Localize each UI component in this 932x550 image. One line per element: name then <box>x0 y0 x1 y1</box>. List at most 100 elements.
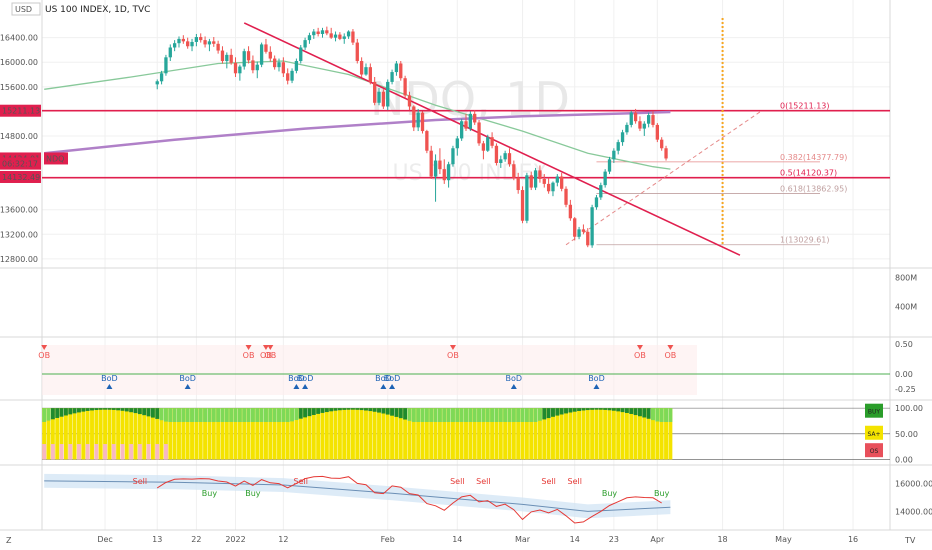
osc2-bar-yellow <box>224 408 229 460</box>
osc2-bar-pink <box>59 444 64 460</box>
candle-body <box>199 37 203 41</box>
osc2-bar-green <box>459 408 464 422</box>
osc2-bar-green <box>442 408 447 422</box>
osc2-bar-yellow <box>364 408 368 460</box>
osc2-bar-yellow <box>442 408 447 460</box>
osc2-bar-green <box>207 408 212 422</box>
candle-body <box>494 145 499 164</box>
watermark-name: US 100 INDEX <box>393 161 548 186</box>
ob-marker <box>41 345 48 350</box>
osc2-bar-green <box>450 408 455 422</box>
currency-badge[interactable] <box>11 2 41 16</box>
osc2-bar-green <box>72 408 77 414</box>
osc2-bar-green <box>281 408 286 422</box>
candle-body <box>155 81 159 85</box>
osc2-bar-green <box>651 408 655 421</box>
osc2-bar-green <box>98 408 103 410</box>
osc2-bar-green <box>646 408 651 419</box>
osc2-bar-green <box>268 408 273 422</box>
osc2-bar-yellow <box>72 408 77 460</box>
osc2-bar-yellow <box>429 408 434 460</box>
osc2-bar-pink <box>103 444 108 460</box>
osc2-bar-yellow <box>433 408 438 460</box>
candle-body <box>473 113 477 123</box>
ob-label: OB <box>264 351 276 360</box>
osc2-bar-yellow <box>598 408 603 460</box>
candle-body <box>573 218 577 237</box>
candle-body <box>373 81 377 103</box>
osc2-bar-yellow <box>85 408 90 460</box>
osc2-bar-yellow <box>124 408 129 460</box>
sell-signal-label: Sell <box>541 477 555 486</box>
osc2-bar-green <box>194 408 199 422</box>
osc2-bar-green <box>163 408 168 422</box>
osc2-bar-yellow <box>637 408 642 460</box>
ob-marker <box>267 345 274 350</box>
osc2-bar-yellow <box>533 408 538 460</box>
osc2-bar-green <box>46 408 51 421</box>
osc2-bar-yellow <box>129 408 134 460</box>
candle-body <box>507 153 512 165</box>
osc2-bar-green <box>146 408 151 417</box>
osc2-bar-green <box>377 408 381 413</box>
osc2-bar-green <box>411 408 416 422</box>
osc2-bar-yellow <box>503 408 508 460</box>
candle-body <box>203 40 207 45</box>
osc2-bar-yellow <box>668 408 673 460</box>
osc2-bar-green <box>290 408 295 422</box>
candle-body <box>386 81 390 107</box>
osc2-bar-yellow <box>177 408 181 460</box>
corner-left[interactable]: Z <box>6 536 12 545</box>
osc2-bar-green <box>390 408 395 416</box>
osc2-bar-green <box>490 408 495 422</box>
osc2-marker-label: SA+ <box>867 431 880 438</box>
candle-body <box>359 61 364 75</box>
time-tick-label: Apr <box>650 535 665 544</box>
candle-body <box>542 178 546 184</box>
osc2-marker <box>865 403 883 418</box>
osc2-marker-label: BUY <box>868 409 881 416</box>
osc2-bar-yellow <box>155 408 160 460</box>
price-tick-label: 12800.00 <box>0 255 38 264</box>
osc2-bar-yellow <box>324 408 329 460</box>
osc2-bar-green <box>468 408 473 422</box>
osc2-bar-yellow <box>577 408 582 460</box>
ob-label: OB <box>243 351 255 360</box>
candle-body <box>303 40 307 48</box>
bod-marker <box>510 384 517 389</box>
osc2-marker-label: OS <box>870 448 879 455</box>
osc2-bar-yellow <box>646 408 651 460</box>
candle-body <box>633 112 638 122</box>
osc2-bar-yellow <box>664 408 668 460</box>
sell-signal-label: Sell <box>567 477 581 486</box>
osc2-bar-green <box>337 408 342 411</box>
osc2-bar-yellow <box>63 408 68 460</box>
osc2-bar-yellow <box>585 408 590 460</box>
osc2-bar-green <box>455 408 460 422</box>
osc2-bar-green <box>168 408 173 422</box>
osc2-bar-yellow <box>229 408 234 460</box>
osc2-bar-green <box>233 408 238 422</box>
candle-body <box>325 30 329 34</box>
osc2-bar-yellow <box>437 408 442 460</box>
osc2-bar-green <box>477 408 482 422</box>
corner-right[interactable]: TV <box>904 536 916 545</box>
osc2-marker <box>865 425 883 440</box>
osc2-bar-green <box>551 408 555 417</box>
bod-label: BoD <box>588 374 605 383</box>
osc2-bar-green <box>329 408 334 412</box>
osc2-bar-green <box>181 408 186 422</box>
osc2-bar-green <box>537 408 542 421</box>
osc2-bar-green <box>77 408 81 413</box>
osc2-bar-yellow <box>320 408 325 460</box>
osc2-bar-yellow <box>590 408 595 460</box>
osc2-bar-green <box>259 408 264 422</box>
candle-body <box>516 177 520 191</box>
osc2-bar-yellow <box>546 408 551 460</box>
bod-label: BoD <box>288 374 305 383</box>
candle-body <box>172 43 177 48</box>
osc2-bar-yellow <box>424 408 429 460</box>
ob-label: OB <box>260 351 272 360</box>
currency-label: USD <box>15 5 32 14</box>
